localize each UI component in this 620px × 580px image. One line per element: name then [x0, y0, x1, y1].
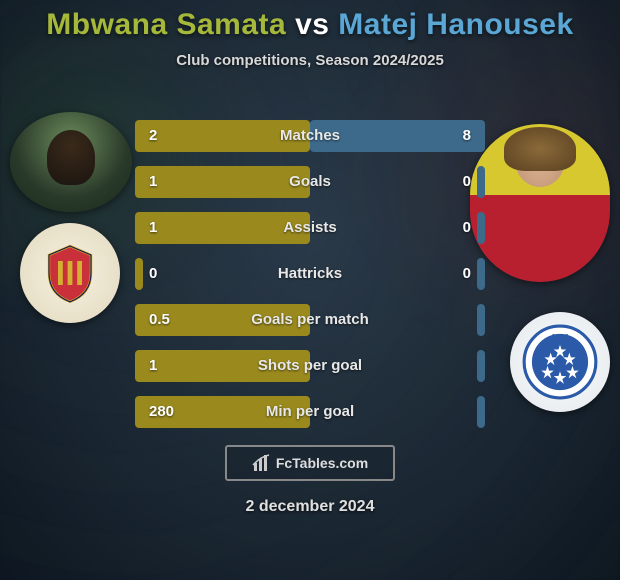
- value-right: 0: [463, 164, 471, 200]
- title-vs: vs: [295, 8, 329, 41]
- site-logo-text: FcTables.com: [276, 455, 368, 471]
- value-left: 0.5: [149, 302, 170, 338]
- value-left: 1: [149, 210, 157, 246]
- value-right: 0: [463, 256, 471, 292]
- stat-label: Matches: [135, 118, 485, 154]
- stat-row: Min per goal280: [135, 394, 485, 430]
- svg-text:1966: 1966: [551, 333, 569, 342]
- value-left: 0: [149, 256, 157, 292]
- stat-label: Assists: [135, 210, 485, 246]
- player1-club-badge: [20, 223, 120, 323]
- player2-club-badge: 1966: [510, 312, 610, 412]
- subtitle: Club competitions, Season 2024/2025: [0, 52, 620, 69]
- stat-label: Shots per goal: [135, 348, 485, 384]
- comparison-date: 2 december 2024: [0, 498, 620, 516]
- player2-photo: [470, 124, 610, 282]
- stats-table: Matches28Goals10Assists10Hattricks00Goal…: [135, 118, 485, 440]
- stat-label: Goals: [135, 164, 485, 200]
- value-left: 2: [149, 118, 157, 154]
- stat-row: Shots per goal1: [135, 348, 485, 384]
- stat-label: Goals per match: [135, 302, 485, 338]
- shield-icon: [40, 243, 100, 303]
- stat-row: Matches2 8: [135, 118, 485, 154]
- stat-label: Hattricks: [135, 256, 485, 292]
- stat-row: Goals per match0.5: [135, 302, 485, 338]
- title-player2: Matej Hanousek: [338, 8, 573, 41]
- bar-chart-icon: [252, 453, 272, 473]
- stat-row: Hattricks0 0: [135, 256, 485, 292]
- value-left: 1: [149, 164, 157, 200]
- value-left: 280: [149, 394, 174, 430]
- value-left: 1: [149, 348, 157, 384]
- value-right: 8: [463, 118, 471, 154]
- stat-label: Min per goal: [135, 394, 485, 430]
- content-root: Mbwana Samata vs Matej Hanousek Club com…: [0, 0, 620, 580]
- stat-row: Goals1 0: [135, 164, 485, 200]
- value-right: 0: [463, 210, 471, 246]
- page-title: Mbwana Samata vs Matej Hanousek: [0, 0, 620, 42]
- stat-row: Assists1 0: [135, 210, 485, 246]
- club-emblem-icon: 1966: [521, 323, 599, 401]
- player1-photo: [10, 112, 132, 212]
- title-player1: Mbwana Samata: [46, 8, 286, 41]
- site-logo[interactable]: FcTables.com: [225, 445, 395, 481]
